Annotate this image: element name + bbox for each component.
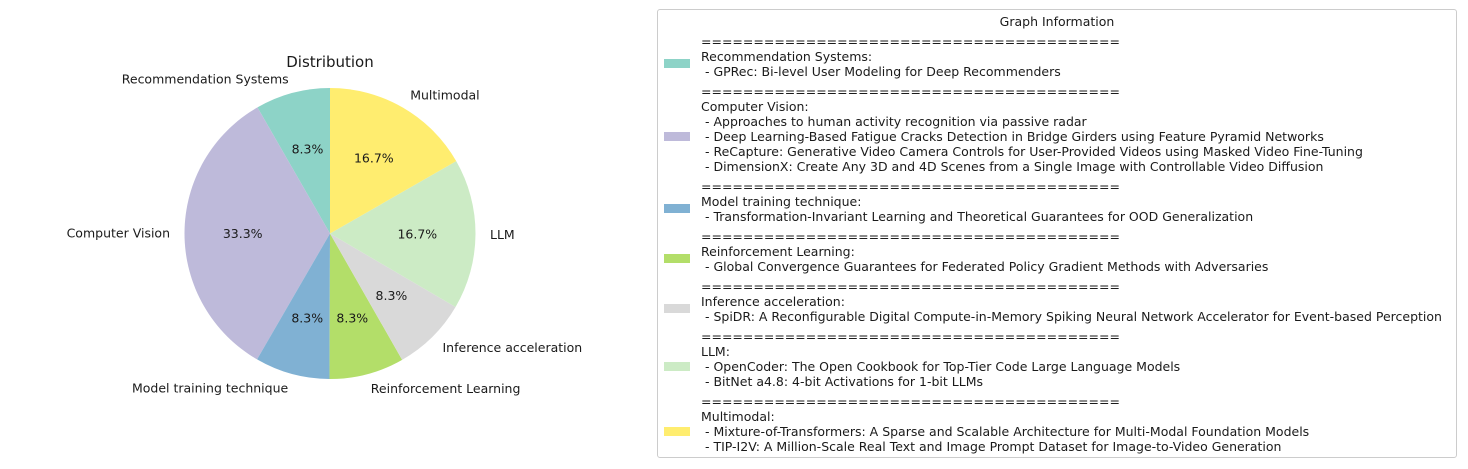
pie-slice: [330, 233, 456, 360]
legend-swatch: [664, 426, 690, 436]
pie-slice: [330, 161, 476, 308]
pie-slice: [330, 88, 457, 234]
legend-paper-title: - GPRec: Bi-level User Modeling for Deep…: [701, 64, 1061, 79]
legend: Graph Information ======================…: [657, 9, 1457, 458]
legend-swatch: [664, 59, 690, 68]
chart-title: Distribution: [286, 53, 374, 71]
legend-category-name: Inference acceleration:: [701, 294, 845, 309]
legend-swatch: [664, 304, 690, 313]
legend-separator: ========================================: [701, 84, 1120, 99]
pie-slice: [329, 233, 403, 380]
legend-separator: ========================================: [701, 179, 1120, 194]
slice-percent-label: 16.7%: [354, 151, 394, 166]
pie-chart: Distribution 8.3% Recommendation Systems 3…: [67, 53, 583, 396]
slice-category-label: Multimodal: [410, 88, 479, 103]
legend-paper-title: - OpenCoder: The Open Cookbook for Top-T…: [701, 359, 1181, 374]
slice-percent-label: 8.3%: [292, 142, 324, 157]
legend-separator: ========================================: [701, 279, 1120, 294]
legend-category-name: Computer Vision:: [701, 99, 809, 114]
legend-paper-title: - Global Convergence Guarantees for Fede…: [701, 259, 1269, 274]
legend-category-name: Multimodal:: [701, 409, 775, 424]
pie-slice: [184, 107, 330, 360]
slice-category-label: Computer Vision: [67, 226, 170, 241]
legend-separator: ========================================: [701, 394, 1120, 409]
legend-category-name: LLM:: [701, 344, 730, 359]
legend-paper-title: - ReCapture: Generative Video Camera Con…: [701, 144, 1363, 159]
legend-separator: ========================================: [701, 229, 1120, 244]
slice-category-label: Reinforcement Learning: [371, 381, 521, 396]
legend-paper-title: - Mixture-of-Transformers: A Sparse and …: [701, 424, 1310, 439]
legend-swatch: [664, 204, 690, 213]
pie-slice: [257, 88, 330, 234]
legend-paper-title: - Approaches to human activity recogniti…: [701, 114, 1087, 129]
slice-percent-label: 33.3%: [223, 226, 263, 241]
legend-swatch: [664, 361, 690, 371]
legend-swatch: [664, 131, 690, 141]
legend-swatch: [664, 254, 690, 263]
legend-paper-title: - SpiDR: A Reconfigurable Digital Comput…: [701, 309, 1442, 324]
legend-category-name: Reinforcement Learning:: [701, 244, 855, 259]
legend-title: Graph Information: [999, 14, 1115, 29]
slice-category-label: Recommendation Systems: [122, 71, 289, 86]
slice-percent-label: 16.7%: [397, 226, 437, 241]
slice-category-label: LLM: [490, 227, 515, 242]
pie-slice: [257, 233, 330, 379]
slice-percent-label: 8.3%: [291, 310, 323, 325]
legend-category-name: Recommendation Systems:: [701, 49, 873, 64]
legend-category-name: Model training technique:: [701, 194, 862, 209]
slice-percent-label: 8.3%: [376, 288, 408, 303]
legend-separator: ========================================: [701, 329, 1120, 344]
legend-paper-title: - BitNet a4.8: 4-bit Activations for 1-b…: [701, 374, 983, 389]
legend-paper-title: - TIP-I2V: A Million-Scale Real Text and…: [701, 439, 1282, 454]
legend-paper-title: - DimensionX: Create Any 3D and 4D Scene…: [701, 159, 1324, 174]
legend-paper-title: - Transformation-Invariant Learning and …: [701, 209, 1254, 224]
legend-paper-title: - Deep Learning-Based Fatigue Cracks Det…: [701, 129, 1324, 144]
legend-separator: ========================================: [701, 34, 1120, 49]
slice-category-label: Model training technique: [132, 381, 289, 396]
slice-percent-label: 8.3%: [336, 310, 368, 325]
slice-category-label: Inference acceleration: [443, 340, 583, 355]
